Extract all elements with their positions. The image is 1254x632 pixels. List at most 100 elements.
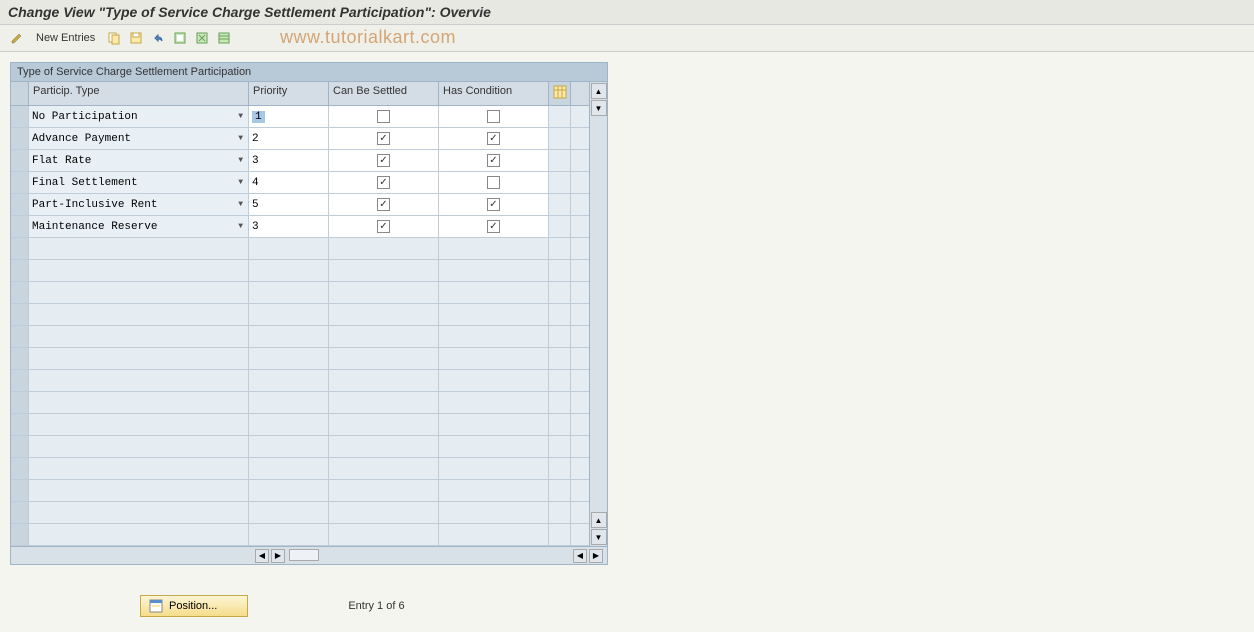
row-selector[interactable] (11, 238, 29, 259)
column-priority[interactable]: Priority (249, 82, 329, 105)
copy-icon[interactable] (105, 29, 123, 47)
dropdown-icon[interactable]: ▼ (238, 112, 243, 121)
change-icon[interactable] (8, 29, 26, 47)
scroll-right-inner-button[interactable]: ▶ (271, 549, 285, 563)
particip-type-cell[interactable]: Maintenance Reserve▼ (29, 216, 249, 237)
priority-cell[interactable]: 2 (249, 128, 329, 149)
priority-cell[interactable]: 3 (249, 216, 329, 237)
row-selector[interactable] (11, 150, 29, 171)
checkbox[interactable]: ✓ (487, 154, 500, 167)
table-settings-icon[interactable] (215, 29, 233, 47)
can-be-settled-cell[interactable]: ✓ (329, 216, 439, 237)
row-selector[interactable] (11, 502, 29, 523)
scroll-up-button[interactable]: ▲ (591, 83, 607, 99)
position-button[interactable]: Position... (140, 595, 248, 617)
has-condition-cell[interactable]: ✓ (439, 128, 549, 149)
column-particip-type[interactable]: Particip. Type (29, 82, 249, 105)
particip-type-cell[interactable]: Part-Inclusive Rent▼ (29, 194, 249, 215)
dropdown-icon[interactable]: ▼ (238, 200, 243, 209)
table-config-icon[interactable] (549, 82, 571, 105)
checkbox[interactable]: ✓ (377, 154, 390, 167)
table-row-empty (11, 304, 589, 326)
particip-type-cell[interactable]: Flat Rate▼ (29, 150, 249, 171)
row-selector[interactable] (11, 282, 29, 303)
priority-cell[interactable]: 1 (249, 106, 329, 127)
priority-cell[interactable]: 5 (249, 194, 329, 215)
hscroll-thumb[interactable] (289, 549, 319, 561)
row-selector[interactable] (11, 128, 29, 149)
row-selector[interactable] (11, 414, 29, 435)
row-selector[interactable] (11, 304, 29, 325)
priority-cell[interactable]: 4 (249, 172, 329, 193)
row-end (549, 260, 571, 281)
checkbox[interactable]: ✓ (487, 198, 500, 211)
particip-type-cell[interactable]: No Participation▼ (29, 106, 249, 127)
table-row-empty (11, 370, 589, 392)
row-selector[interactable] (11, 216, 29, 237)
table-row-empty (11, 436, 589, 458)
has-condition-cell[interactable]: ✓ (439, 216, 549, 237)
has-condition-cell[interactable] (439, 106, 549, 127)
row-selector[interactable] (11, 458, 29, 479)
dropdown-icon[interactable]: ▼ (238, 156, 243, 165)
has-condition-cell[interactable]: ✓ (439, 150, 549, 171)
content-area: Type of Service Charge Settlement Partic… (0, 52, 1254, 627)
empty-cell (29, 392, 249, 413)
particip-type-cell[interactable]: Final Settlement▼ (29, 172, 249, 193)
row-selector[interactable] (11, 172, 29, 193)
checkbox[interactable]: ✓ (487, 220, 500, 233)
row-end (549, 436, 571, 457)
empty-cell (329, 458, 439, 479)
scroll-right-button[interactable]: ▶ (589, 549, 603, 563)
select-all-icon[interactable] (171, 29, 189, 47)
particip-type-cell[interactable]: Advance Payment▼ (29, 128, 249, 149)
scroll-page-down-button[interactable]: ▲ (591, 512, 607, 528)
vertical-scrollbar[interactable]: ▲ ▼ ▲ ▼ (589, 82, 607, 546)
scroll-left-button[interactable]: ◀ (255, 549, 269, 563)
checkbox[interactable]: ✓ (487, 132, 500, 145)
save-icon[interactable] (127, 29, 145, 47)
checkbox[interactable]: ✓ (377, 176, 390, 189)
checkbox[interactable] (487, 176, 500, 189)
row-selector[interactable] (11, 194, 29, 215)
can-be-settled-cell[interactable]: ✓ (329, 128, 439, 149)
can-be-settled-cell[interactable]: ✓ (329, 194, 439, 215)
new-entries-button[interactable]: New Entries (36, 32, 95, 44)
row-selector[interactable] (11, 392, 29, 413)
can-be-settled-cell[interactable]: ✓ (329, 150, 439, 171)
horizontal-scrollbar[interactable]: ◀ ▶ ◀ ▶ (11, 546, 607, 564)
dropdown-icon[interactable]: ▼ (238, 222, 243, 231)
undo-icon[interactable] (149, 29, 167, 47)
scroll-page-up-button[interactable]: ▼ (591, 100, 607, 116)
row-selector-header[interactable] (11, 82, 29, 105)
row-selector[interactable] (11, 370, 29, 391)
row-selector[interactable] (11, 260, 29, 281)
empty-cell (439, 414, 549, 435)
checkbox[interactable]: ✓ (377, 198, 390, 211)
dropdown-icon[interactable]: ▼ (238, 178, 243, 187)
can-be-settled-cell[interactable] (329, 106, 439, 127)
checkbox[interactable] (487, 110, 500, 123)
row-selector[interactable] (11, 480, 29, 501)
empty-cell (439, 392, 549, 413)
priority-cell[interactable]: 3 (249, 150, 329, 171)
scroll-down-button[interactable]: ▼ (591, 529, 607, 545)
has-condition-cell[interactable]: ✓ (439, 194, 549, 215)
row-selector[interactable] (11, 326, 29, 347)
has-condition-cell[interactable] (439, 172, 549, 193)
row-selector[interactable] (11, 436, 29, 457)
row-selector[interactable] (11, 106, 29, 127)
checkbox[interactable]: ✓ (377, 220, 390, 233)
toolbar: New Entries www.tutorialkart.com (0, 25, 1254, 52)
table-row-empty (11, 502, 589, 524)
row-selector[interactable] (11, 348, 29, 369)
checkbox[interactable] (377, 110, 390, 123)
deselect-icon[interactable] (193, 29, 211, 47)
checkbox[interactable]: ✓ (377, 132, 390, 145)
can-be-settled-cell[interactable]: ✓ (329, 172, 439, 193)
column-can-be-settled[interactable]: Can Be Settled (329, 82, 439, 105)
dropdown-icon[interactable]: ▼ (238, 134, 243, 143)
row-selector[interactable] (11, 524, 29, 545)
scroll-left-end-button[interactable]: ◀ (573, 549, 587, 563)
column-has-condition[interactable]: Has Condition (439, 82, 549, 105)
